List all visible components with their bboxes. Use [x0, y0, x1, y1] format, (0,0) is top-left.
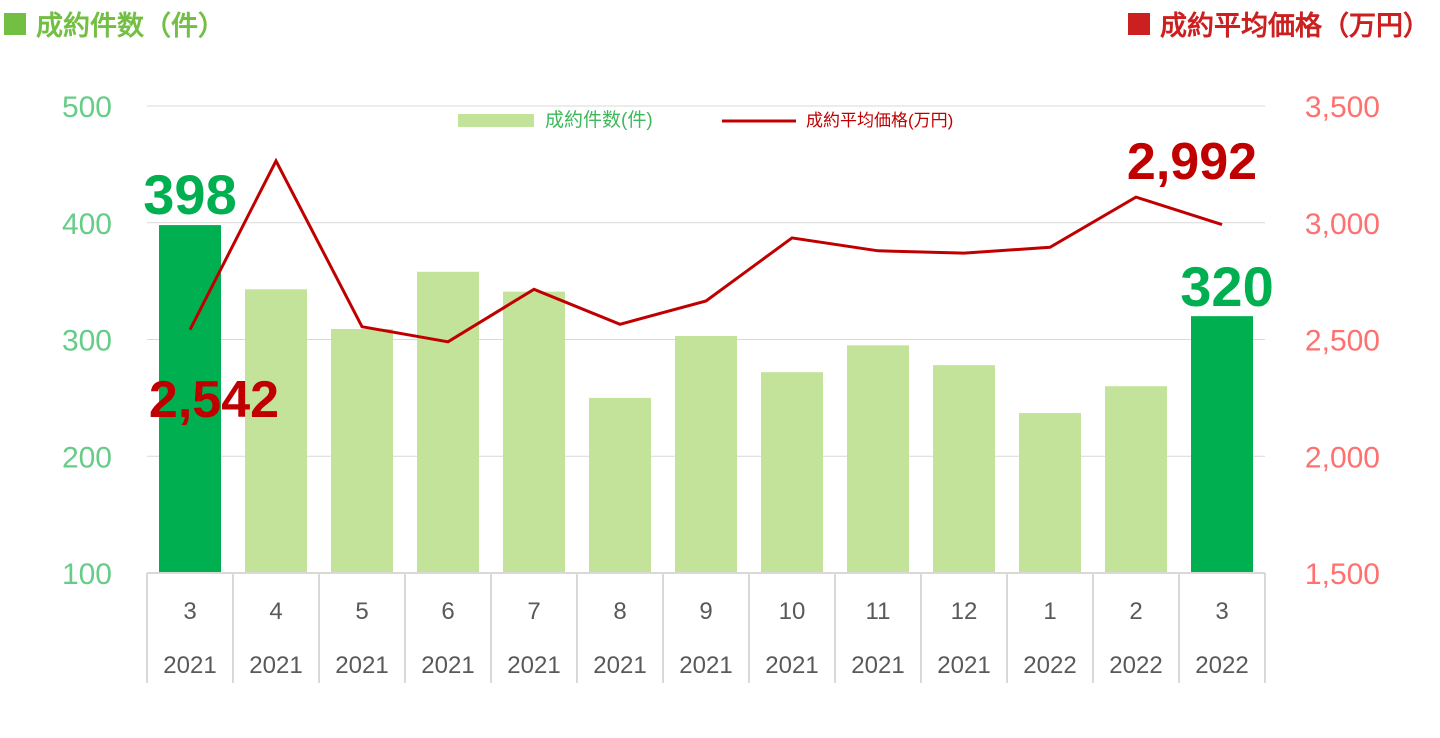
left-axis-title-text: 成約件数（件） — [36, 11, 225, 42]
left-axis-title: 成約件数（件） — [4, 4, 225, 43]
x-tick-year: 2021 — [421, 652, 474, 679]
right-axis-title: 成約平均価格（万円） — [1128, 4, 1430, 43]
bar — [933, 365, 995, 573]
x-tick-month: 12 — [951, 598, 978, 625]
x-tick-year: 2021 — [679, 652, 732, 679]
price-line — [188, 157, 1223, 344]
data-label-line: 2,992 — [1127, 133, 1257, 191]
left-axis-tick-label: 300 — [62, 325, 112, 358]
x-tick-month: 6 — [441, 598, 454, 625]
red-square-icon — [1128, 12, 1150, 35]
x-tick-year: 2021 — [163, 652, 216, 679]
right-axis-tick-label: 3,000 — [1305, 208, 1380, 241]
bar — [847, 345, 909, 573]
x-tick-year: 2021 — [507, 652, 560, 679]
x-tick-month: 3 — [183, 598, 196, 625]
data-label-bar: 398 — [143, 163, 236, 226]
x-tick-year: 2021 — [335, 652, 388, 679]
x-tick-year: 2021 — [937, 652, 990, 679]
bar — [331, 328, 393, 573]
bar — [589, 397, 651, 573]
x-tick-month: 7 — [527, 598, 540, 625]
data-label-bar: 320 — [1180, 255, 1273, 318]
bar — [417, 271, 479, 573]
green-square-icon — [4, 12, 26, 35]
x-tick-year: 2022 — [1109, 652, 1162, 679]
x-tick-month: 2 — [1129, 598, 1142, 625]
x-tick-month: 3 — [1215, 598, 1228, 625]
x-tick-month: 5 — [355, 598, 368, 625]
x-tick-month: 10 — [779, 598, 806, 625]
bar — [1105, 386, 1167, 573]
legend-swatch-bars — [458, 114, 534, 127]
data-label-line: 2,542 — [149, 371, 279, 429]
left-axis-tick-label: 400 — [62, 208, 112, 241]
right-axis-tick-label: 2,500 — [1305, 325, 1380, 358]
bar — [245, 289, 307, 573]
bar — [761, 372, 823, 573]
bar — [1019, 413, 1081, 573]
bar — [503, 291, 565, 573]
x-tick-year: 2022 — [1023, 652, 1076, 679]
legend-label-line: 成約平均価格(万円) — [806, 111, 953, 130]
bar — [159, 225, 221, 573]
x-tick-month: 11 — [866, 598, 891, 625]
legend-label-bars: 成約件数(件) — [545, 109, 653, 131]
x-tick-year: 2021 — [851, 652, 904, 679]
right-axis-tick-label: 1,500 — [1305, 558, 1380, 591]
right-axis-tick-label: 3,500 — [1305, 91, 1380, 124]
x-tick-month: 4 — [269, 598, 282, 625]
x-tick-year: 2021 — [765, 652, 818, 679]
left-axis-tick-label: 500 — [62, 91, 112, 124]
x-tick-month: 8 — [613, 598, 626, 625]
left-axis-tick-label: 200 — [62, 441, 112, 474]
bar — [1191, 316, 1253, 573]
x-tick-month: 1 — [1043, 598, 1056, 625]
right-axis-tick-label: 2,000 — [1305, 441, 1380, 474]
x-tick-year: 2022 — [1195, 652, 1248, 679]
x-tick-year: 2021 — [593, 652, 646, 679]
bar — [675, 335, 737, 573]
x-tick-year: 2021 — [249, 652, 302, 679]
left-axis-tick-label: 100 — [62, 558, 112, 591]
right-axis-title-text: 成約平均価格（万円） — [1160, 11, 1430, 42]
x-tick-month: 9 — [699, 598, 712, 625]
